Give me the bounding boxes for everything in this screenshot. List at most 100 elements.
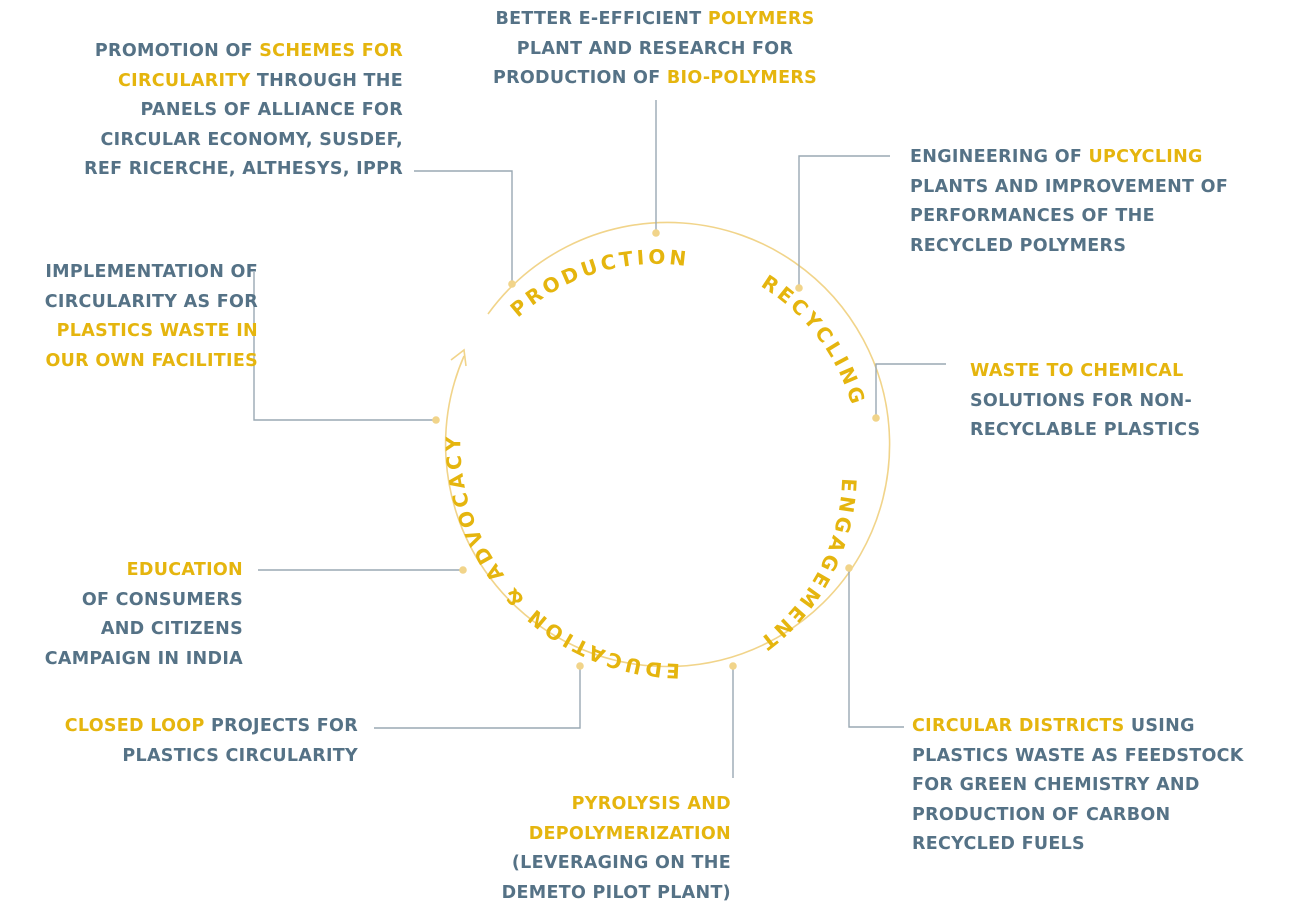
connector-bottom-right [849,568,904,727]
highlight-text: CIRCULARITY [118,71,250,91]
ring-dot [729,662,737,670]
callout-line: REF RICERCHE, ALTHESYS, IPPR [20,155,403,185]
callout-line: CAMPAIGN IN INDIA [0,645,243,675]
highlight-text: POLYMERS [708,9,815,29]
callout-line: BETTER E-EFFICIENT POLYMERS [440,5,870,35]
callout-line: RECYCLED FUELS [912,830,1307,860]
callout-pyrolysis: PYROLYSIS AND DEPOLYMERIZATION (LEVERAGING… [420,790,731,908]
stage-label-recycling: RECYCLING [757,270,871,410]
stage-label-production: PRODUCTION [506,245,691,322]
ring-dot [508,280,516,288]
body-text: PROJECTS FOR [205,716,358,736]
callout-line: PLANTS AND IMPROVEMENT OF [910,173,1290,203]
callout-line: IMPLEMENTATION OF [0,258,258,288]
callout-waste-to-chemical: WASTE TO CHEMICAL SOLUTIONS FOR NON- RECYC… [970,357,1290,446]
callout-line: WASTE TO CHEMICAL [970,357,1290,387]
highlight-text: CIRCULAR DISTRICTS [912,716,1125,736]
callout-line: DEMETO PILOT PLANT) [420,879,731,908]
callout-line: (LEVERAGING ON THE [420,849,731,879]
callout-line: RECYCLABLE PLASTICS [970,416,1290,446]
body-text: PRODUCTION OF CARBON [912,805,1170,825]
callout-line: DEPOLYMERIZATION [420,820,731,850]
body-text: PRODUCTION OF [493,68,667,88]
body-text: PANELS OF ALLIANCE FOR [141,100,403,120]
callout-line: CIRCULAR ECONOMY, SUSDEF, [20,126,403,156]
connector-bottom-left [374,666,580,728]
callout-line: PLASTICS WASTE AS FEEDSTOCK [912,742,1307,772]
callout-line: ENGINEERING OF UPCYCLING [910,143,1290,173]
body-text: RECYCLED FUELS [912,834,1085,854]
body-text: RECYCLABLE PLASTICS [970,420,1200,440]
connector-top-left [414,171,512,284]
body-text: CAMPAIGN IN INDIA [45,649,243,669]
body-text: IMPLEMENTATION OF [45,262,258,282]
callout-line: PLASTICS CIRCULARITY [0,742,358,772]
highlight-text: OUR OWN FACILITIES [46,351,259,371]
callout-closed-loop: CLOSED LOOP PROJECTS FOR PLASTICS CIRCULA… [0,712,358,771]
body-text: PLANT AND RESEARCH FOR [517,39,794,59]
ring-dot [845,564,853,572]
body-text: AND CITIZENS [101,619,243,639]
body-text: FOR GREEN CHEMISTRY AND [912,775,1200,795]
callout-line: PLANT AND RESEARCH FOR [440,35,870,65]
connector-top-right [799,156,890,288]
callout-circular-districts: CIRCULAR DISTRICTS USING PLASTICS WASTE A… [912,712,1307,860]
body-text: RECYCLED POLYMERS [910,236,1126,256]
callout-line: PROMOTION OF SCHEMES FOR [20,37,403,67]
body-text: SOLUTIONS FOR NON- [970,391,1192,411]
body-text: DEMETO PILOT PLANT) [502,883,731,903]
body-text: THROUGH THE [251,71,403,91]
callout-upcycling: ENGINEERING OF UPCYCLING PLANTS AND IMPRO… [910,143,1290,261]
highlight-text: DEPOLYMERIZATION [529,824,731,844]
callout-line: AND CITIZENS [0,615,243,645]
callout-line: OF CONSUMERS [0,586,243,616]
callout-line: PRODUCTION OF BIO-POLYMERS [440,64,870,94]
body-text: CIRCULAR ECONOMY, SUSDEF, [101,130,403,150]
highlight-text: SCHEMES FOR [259,41,403,61]
body-text: PERFORMANCES OF THE [910,206,1155,226]
body-text: PLASTICS CIRCULARITY [122,746,358,766]
body-text: OF CONSUMERS [82,590,243,610]
callout-line: CIRCULARITY THROUGH THE [20,67,403,97]
ring-dot [459,566,467,574]
callout-line: PYROLYSIS AND [420,790,731,820]
highlight-text: BIO-POLYMERS [667,68,817,88]
ring-dot [432,416,440,424]
callout-line: PERFORMANCES OF THE [910,202,1290,232]
body-text: ENGINEERING OF [910,147,1089,167]
body-text: PROMOTION OF [95,41,259,61]
callout-line: PLASTICS WASTE IN [0,317,258,347]
body-text: CIRCULARITY AS FOR [45,292,258,312]
connector-mid-left [254,272,436,420]
callout-line: PANELS OF ALLIANCE FOR [20,96,403,126]
callout-polymers: BETTER E-EFFICIENT POLYMERS PLANT AND RES… [440,5,870,94]
highlight-text: PLASTICS WASTE IN [57,321,258,341]
callout-line: CIRCULARITY AS FOR [0,288,258,318]
highlight-text: UPCYCLING [1089,147,1203,167]
callout-own-facilities: IMPLEMENTATION OF CIRCULARITY AS FOR PLAST… [0,258,258,376]
highlight-text: CLOSED LOOP [65,716,205,736]
callout-education-consumers: EDUCATION OF CONSUMERS AND CITIZENS CAMPAIG… [0,556,243,674]
body-text: REF RICERCHE, ALTHESYS, IPPR [84,159,403,179]
body-text: PLANTS AND IMPROVEMENT OF [910,177,1228,197]
callout-line: SOLUTIONS FOR NON- [970,387,1290,417]
body-text: (LEVERAGING ON THE [512,853,731,873]
callout-line: FOR GREEN CHEMISTRY AND [912,771,1307,801]
callout-line: OUR OWN FACILITIES [0,347,258,377]
body-text: USING [1125,716,1195,736]
body-text: PLASTICS WASTE AS FEEDSTOCK [912,746,1244,766]
callout-line: CLOSED LOOP PROJECTS FOR [0,712,358,742]
highlight-text: PYROLYSIS AND [572,794,731,814]
callout-line: EDUCATION [0,556,243,586]
highlight-text: EDUCATION [127,560,243,580]
stage-label-education-advocacy: EDUCATION & ADVOCACY [441,433,680,683]
callout-line: CIRCULAR DISTRICTS USING [912,712,1307,742]
highlight-text: WASTE TO CHEMICAL [970,361,1184,381]
stage-label-engagement: ENGAGEMENT [753,478,861,657]
callout-line: PRODUCTION OF CARBON [912,801,1307,831]
body-text: BETTER E-EFFICIENT [495,9,707,29]
callout-line: RECYCLED POLYMERS [910,232,1290,262]
ring-dot [576,662,584,670]
ring-dot [872,414,880,422]
